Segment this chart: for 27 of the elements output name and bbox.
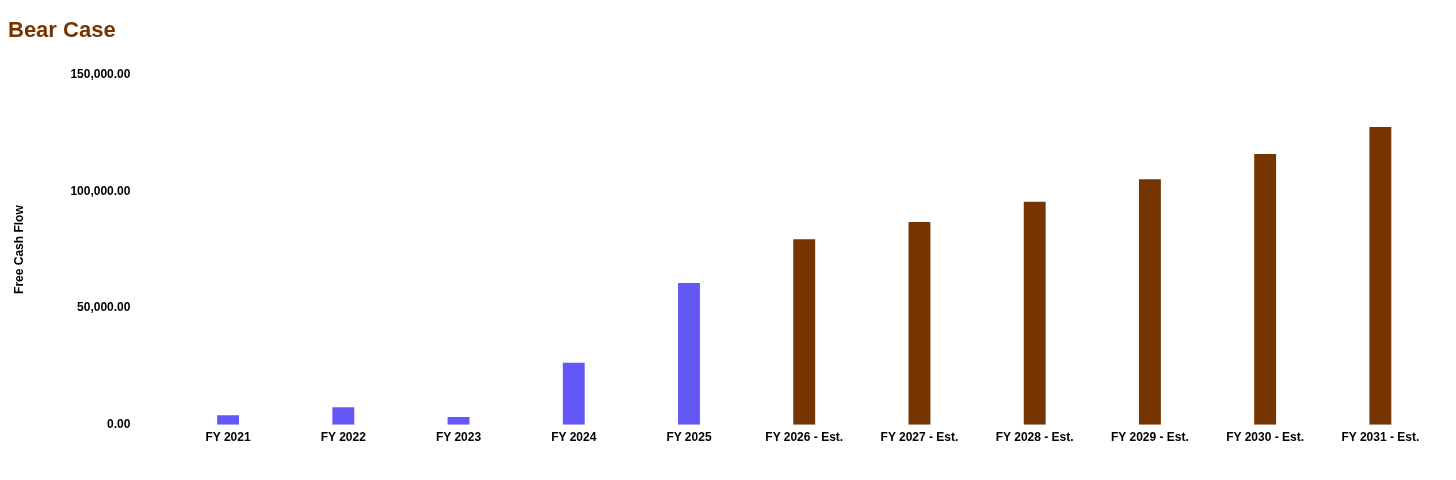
y-tick-label: 100,000.00 xyxy=(70,183,131,198)
x-tick-label: FY 2021 xyxy=(205,430,251,445)
x-tick-label: FY 2023 xyxy=(435,430,482,445)
x-tick-label: FY 2026 - Est. xyxy=(765,430,844,445)
x-tick-label: FY 2030 - Est. xyxy=(1226,430,1305,445)
y-tick-label: 0.00 xyxy=(107,417,131,432)
x-tick-label: FY 2022 xyxy=(320,430,367,445)
y-tick-label: 150,000.00 xyxy=(70,66,131,81)
bar xyxy=(1023,201,1046,425)
chart-title: Bear Case xyxy=(8,17,116,43)
bar xyxy=(1254,154,1277,425)
x-tick-label: FY 2031 - Est. xyxy=(1341,430,1420,445)
bar xyxy=(217,415,240,425)
bar xyxy=(562,362,585,425)
y-axis-title: Free Cash Flow xyxy=(11,204,26,294)
x-tick-label: FY 2029 - Est. xyxy=(1111,430,1189,445)
x-tick-label: FY 2027 - Est. xyxy=(880,430,959,445)
bar xyxy=(678,283,700,425)
bar xyxy=(908,222,931,425)
x-tick-label: FY 2024 xyxy=(551,430,597,445)
bar xyxy=(1138,179,1161,425)
bar xyxy=(332,407,355,425)
y-tick-label: 50,000.00 xyxy=(77,300,131,315)
x-tick-label: FY 2028 - Est. xyxy=(995,430,1074,445)
x-tick-label: FY 2025 xyxy=(666,430,712,445)
bar xyxy=(793,239,816,425)
bar xyxy=(1369,126,1392,425)
